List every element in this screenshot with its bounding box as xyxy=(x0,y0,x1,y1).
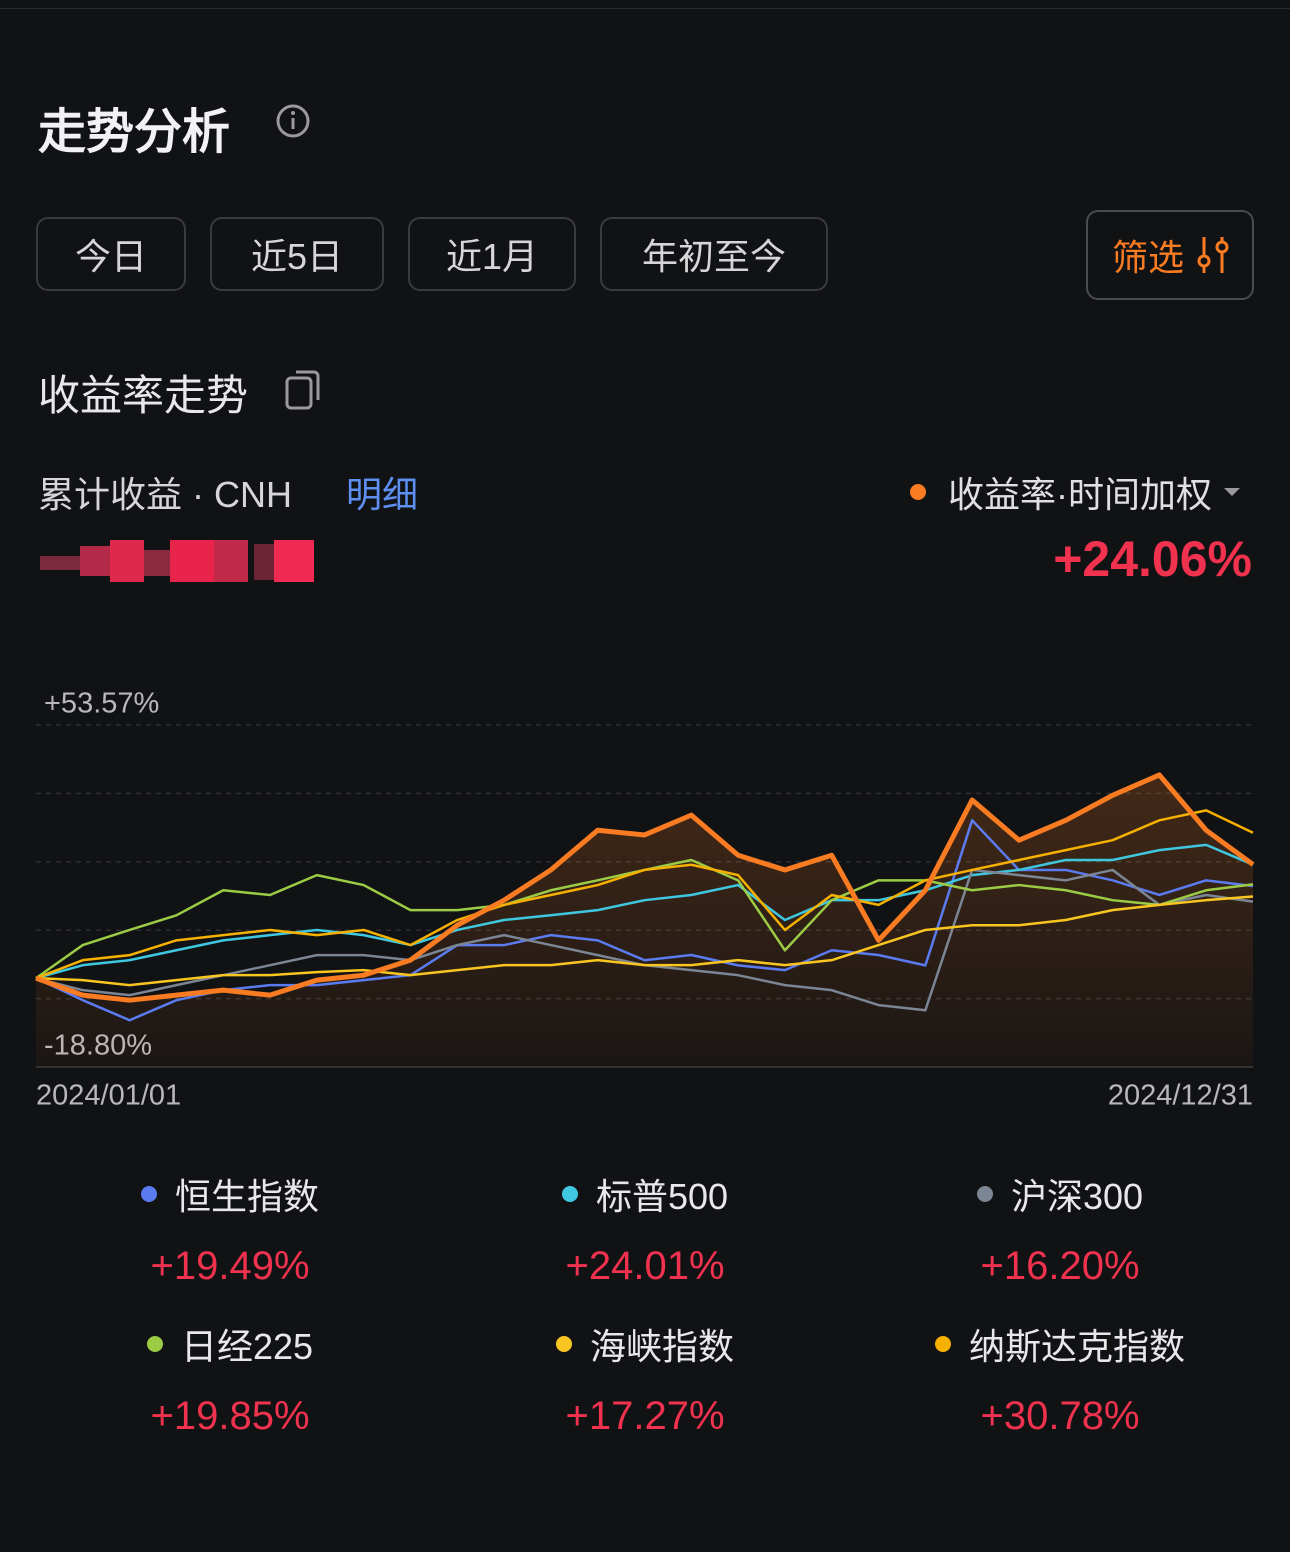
legend-name: 海峡指数 xyxy=(589,1326,734,1367)
legend-name-row: 日经225 xyxy=(30,1318,430,1370)
legend-dot xyxy=(555,1336,572,1352)
legend-name-row: 标普500 xyxy=(445,1168,845,1220)
legend-item: 恒生指数 +19.49% xyxy=(30,1168,430,1289)
metric-label: 收益率·时间加权 xyxy=(948,474,1212,515)
legend-name-row: 海峡指数 xyxy=(445,1318,845,1370)
metric-dot xyxy=(910,484,926,500)
x-tick-label: 2024/01/01 xyxy=(36,1080,181,1112)
section-title: 收益率走势 xyxy=(38,372,249,419)
legend-name-row: 沪深300 xyxy=(860,1168,1260,1220)
legend-value: +17.27% xyxy=(565,1394,725,1438)
filter-button[interactable]: 筛选 xyxy=(1086,210,1254,300)
legend-dot xyxy=(976,1186,993,1202)
legend-value: +19.85% xyxy=(150,1394,310,1438)
legend-name: 恒生指数 xyxy=(174,1176,319,1217)
legend-name: 纳斯达克指数 xyxy=(968,1326,1185,1367)
legend-value: +30.78% xyxy=(980,1394,1140,1438)
legend-item: 沪深300 +16.20% xyxy=(860,1168,1260,1289)
legend-name: 沪深300 xyxy=(1010,1176,1144,1217)
masked-amount xyxy=(40,540,314,582)
period-button[interactable]: 年初至今 xyxy=(600,217,828,291)
legend-item: 海峡指数 +17.27% xyxy=(445,1318,845,1439)
filter-label: 筛选 xyxy=(1112,237,1185,278)
legend-item: 日经225 +19.85% xyxy=(30,1318,430,1439)
legend-value: +24.01% xyxy=(565,1244,725,1288)
series-line xyxy=(35,895,1254,987)
top-border xyxy=(0,8,1290,9)
filter-icon xyxy=(1197,237,1229,273)
legend-dot xyxy=(561,1186,578,1202)
series-line xyxy=(35,809,1254,980)
legend-name-row: 恒生指数 xyxy=(30,1168,430,1220)
metric-value: +24.06% xyxy=(1053,531,1252,587)
x-tick-label: 2024/12/31 xyxy=(1108,1080,1253,1112)
legend-value: +16.20% xyxy=(980,1244,1140,1288)
legend-name-row: 纳斯达克指数 xyxy=(860,1318,1260,1370)
info-icon[interactable] xyxy=(275,103,311,139)
period-button[interactable]: 今日 xyxy=(36,217,186,291)
legend-name: 日经225 xyxy=(180,1326,314,1367)
legend-dot xyxy=(140,1186,157,1202)
dropdown-arrow xyxy=(1224,488,1240,496)
legend-item: 纳斯达克指数 +30.78% xyxy=(860,1318,1260,1439)
page-title: 走势分析 xyxy=(38,106,231,159)
series-line xyxy=(35,819,1254,1022)
series-line xyxy=(35,772,1255,1003)
series-line xyxy=(35,843,1254,980)
legend-name: 标普500 xyxy=(595,1176,729,1217)
y-tick-label: +53.57% xyxy=(44,688,159,720)
period-button[interactable]: 近5日 xyxy=(210,217,384,291)
detail-link[interactable]: 明细 xyxy=(346,474,419,515)
legend-dot xyxy=(146,1336,163,1352)
period-button[interactable]: 近1月 xyxy=(408,217,576,291)
legend-value: +19.49% xyxy=(150,1244,310,1288)
metric-selector[interactable]: 收益率·时间加权 xyxy=(910,466,1248,518)
legend-dot xyxy=(934,1336,951,1352)
copy-icon[interactable] xyxy=(284,366,326,412)
summary-label: 累计收益 · CNH xyxy=(38,474,292,515)
legend-item: 标普500 +24.01% xyxy=(445,1168,845,1289)
